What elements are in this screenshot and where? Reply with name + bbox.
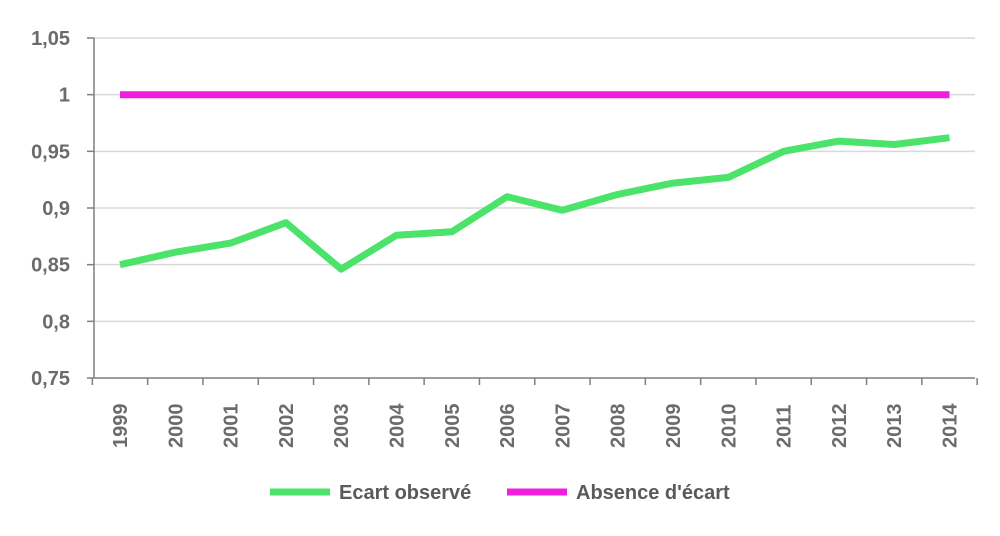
x-tick-label: 2012 (829, 404, 851, 449)
x-tick-labels: 1999 2000 2001 2002 2003 2004 2005 2006 2007 2008… (110, 403, 962, 448)
x-tick-label: 2000 (165, 404, 187, 449)
y-tick-label: 0,75 (31, 368, 70, 390)
x-tick-label: 2007 (552, 404, 574, 449)
x-tick-label: 2014 (940, 403, 962, 448)
y-tick-label: 0,85 (31, 255, 70, 277)
x-tick-label: 2009 (663, 404, 685, 449)
x-tick-label: 2011 (774, 405, 796, 448)
y-tick-label: 0,8 (42, 311, 70, 333)
x-tick-label: 2008 (608, 404, 630, 449)
y-tick-label: 1,05 (31, 28, 70, 50)
x-tick-label: 2006 (497, 404, 519, 449)
legend-label: Ecart observé (339, 482, 471, 504)
series-line-0 (119, 134, 950, 273)
y-tick-label: 0,95 (31, 141, 70, 163)
x-tick-label: 2003 (331, 404, 353, 449)
y-tick-label: 1 (59, 85, 70, 107)
gridlines (94, 37, 975, 323)
axes (87, 37, 978, 385)
x-tick-label: 2002 (276, 404, 298, 449)
x-tick-label: 2005 (442, 404, 464, 449)
x-tick-label: 2010 (718, 404, 740, 449)
legend-label: Absence d'écart (576, 482, 730, 504)
x-tick-label: 1999 (110, 404, 132, 449)
x-tick-label: 2004 (387, 403, 409, 448)
legend: Ecart observé Absence d'écart (270, 482, 730, 504)
x-tick-label: 2001 (221, 404, 243, 449)
y-tick-label: 0,9 (42, 198, 70, 220)
x-tick-label: 2013 (884, 404, 906, 449)
series-lines (119, 91, 950, 273)
y-tick-labels: 0,75 0,8 0,85 0,9 0,95 1 1,05 (31, 28, 70, 390)
